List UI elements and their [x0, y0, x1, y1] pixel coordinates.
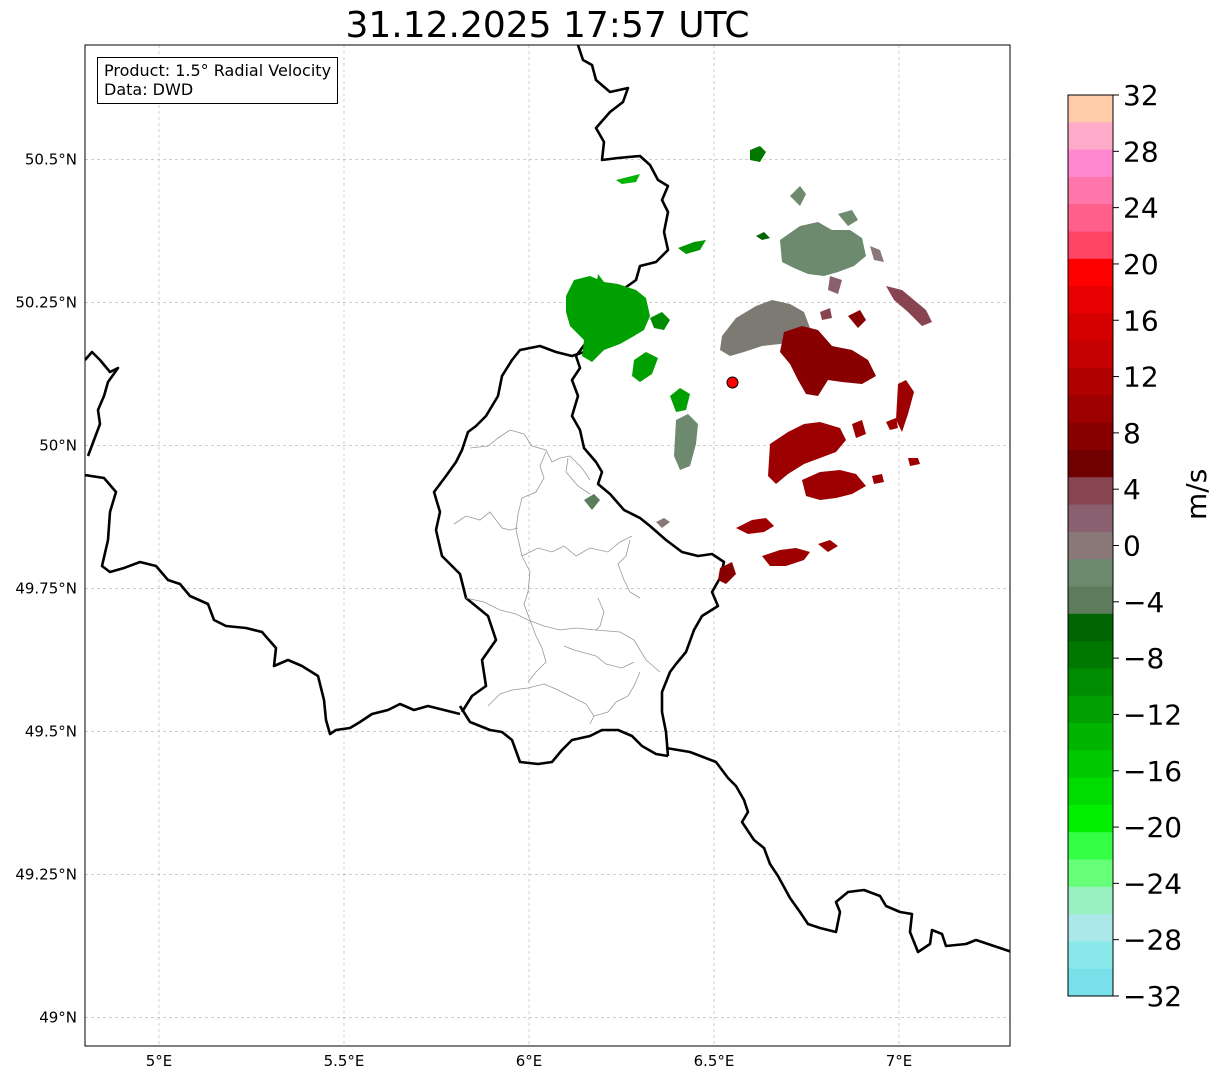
product-label: Product: 1.5° Radial Velocity	[104, 61, 332, 80]
echoes-inbound	[566, 146, 770, 510]
lon-tick-label: 5°E	[146, 1052, 173, 1070]
colorbar-segment	[1068, 750, 1113, 779]
lat-tick-label: 50.25°N	[15, 293, 77, 311]
colorbar-segment	[1068, 449, 1113, 478]
colorbar-tick-label: −28	[1123, 924, 1182, 957]
colorbar-segment	[1068, 504, 1113, 533]
colorbar-segment	[1068, 204, 1113, 233]
colorbar-tick-label: −32	[1123, 980, 1182, 1013]
colorbar-tick-label: −12	[1123, 698, 1182, 731]
data-source-label: Data: DWD	[104, 80, 194, 99]
lat-tick-label: 49.5°N	[25, 722, 77, 740]
colorbar-segment	[1068, 641, 1113, 669]
colorbar: 32 28 24 20 16 12 8 4 0 −4 −8 −12 −16 −20 −24 −28 −32	[1067, 79, 1182, 1013]
colorbar-tick-label: 16	[1123, 304, 1159, 337]
colorbar-segment	[1068, 477, 1113, 506]
border-belgium-germany	[570, 45, 726, 757]
echoes-outbound	[718, 286, 932, 584]
colorbar-segment	[1068, 122, 1113, 151]
border-belgium-netherlands	[85, 350, 120, 457]
colorbar-tick-label: 4	[1123, 473, 1141, 506]
lon-tick-label: 5.5°E	[324, 1052, 365, 1070]
colorbar-tick-label: −20	[1123, 811, 1182, 844]
lat-tick-label: 50°N	[39, 436, 77, 454]
radar-site-marker	[726, 376, 739, 389]
colorbar-tick-label: 8	[1123, 417, 1141, 450]
lat-tick-label: 49.75°N	[15, 579, 77, 597]
lat-tick-labels: 50.5°N 50.25°N 50°N 49.75°N 49.5°N 49.25°N 49°…	[15, 150, 77, 1026]
colorbar-tick-label: −4	[1123, 586, 1164, 619]
map-title: 31.12.2025 17:57 UTC	[345, 5, 750, 46]
colorbar-tick-label: 32	[1123, 79, 1159, 112]
colorbar-unit-label: m/s	[1180, 468, 1213, 520]
colorbar-segment	[1068, 395, 1113, 424]
colorbar-segment	[1068, 914, 1113, 942]
lat-tick-label: 49.25°N	[15, 865, 77, 883]
colorbar-tick-label: 24	[1123, 192, 1159, 225]
radar-echoes	[566, 146, 932, 584]
colorbar-segment	[1068, 722, 1113, 751]
product-info-box: Product: 1.5° Radial Velocity Data: DWD	[97, 57, 339, 104]
colorbar-segment	[1068, 559, 1113, 587]
colorbar-segment	[1068, 832, 1113, 860]
lon-tick-label: 6.5°E	[694, 1052, 735, 1070]
colorbar-segment	[1068, 586, 1113, 615]
colorbar-segment	[1068, 258, 1113, 287]
lat-tick-label: 49°N	[39, 1008, 77, 1026]
colorbar-tick-label: 12	[1123, 361, 1159, 394]
colorbar-segment	[1068, 613, 1113, 642]
border-belgium-luxembourg	[432, 344, 585, 713]
colorbar-segment	[1068, 176, 1113, 205]
lon-tick-label: 6°E	[516, 1052, 543, 1070]
colorbar-segment	[1068, 149, 1113, 178]
colorbar-segment	[1068, 777, 1113, 806]
colorbar-segment	[1068, 231, 1113, 260]
colorbar-segment	[1068, 313, 1113, 342]
lon-tick-label: 7°E	[886, 1052, 913, 1070]
border-belgium-france	[85, 473, 461, 736]
map-grid	[85, 45, 1010, 1046]
colorbar-segment	[1068, 340, 1113, 369]
colorbar-segment	[1068, 886, 1113, 915]
colorbar-tick-label: −16	[1123, 755, 1182, 788]
colorbar-segment	[1068, 968, 1113, 997]
colorbar-segment	[1068, 695, 1113, 724]
colorbar-segment	[1068, 531, 1113, 560]
plot-frame	[84, 44, 1011, 1047]
colorbar-tick-label: 0	[1123, 530, 1141, 563]
colorbar-segment	[1068, 941, 1113, 970]
border-luxembourg-france	[458, 705, 669, 766]
border-france-luxembourg-germany	[665, 746, 1010, 954]
echoes-near-zero	[656, 186, 884, 528]
colorbar-segment	[1068, 859, 1113, 888]
colorbar-segment	[1068, 95, 1113, 123]
colorbar-tick-label: 28	[1123, 135, 1159, 168]
lat-tick-label: 50.5°N	[25, 150, 77, 168]
lon-tick-labels: 5°E 5.5°E 6°E 6.5°E 7°E	[146, 1052, 913, 1070]
colorbar-segment	[1068, 804, 1113, 833]
colorbar-segment	[1068, 668, 1113, 697]
colorbar-segment	[1068, 422, 1113, 451]
colorbar-tick-label: 20	[1123, 248, 1159, 281]
colorbar-segment	[1068, 368, 1113, 396]
country-borders	[85, 45, 1010, 954]
colorbar-tick-label: −24	[1123, 867, 1182, 900]
colorbar-tick-label: −8	[1123, 642, 1164, 675]
district-borders	[453, 429, 661, 725]
colorbar-segment	[1068, 286, 1113, 314]
